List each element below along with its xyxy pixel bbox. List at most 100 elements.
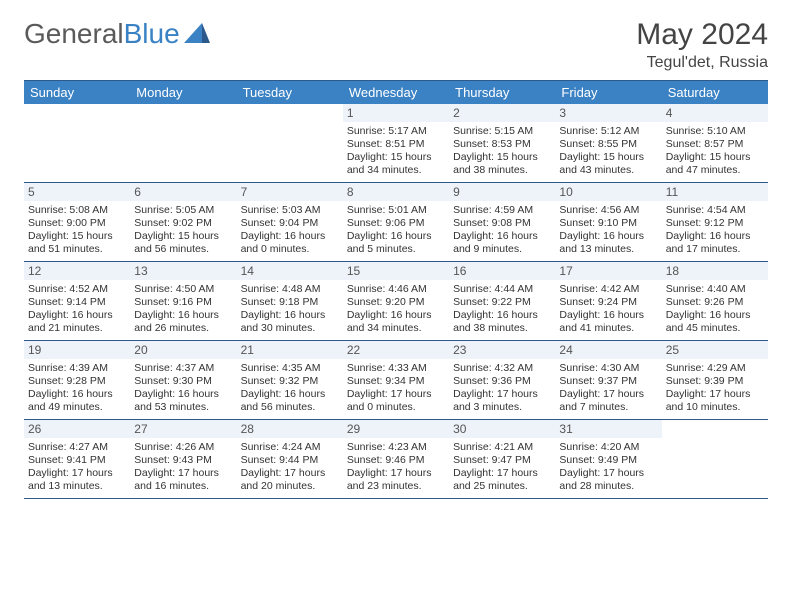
day-cell: 10Sunrise: 4:56 AMSunset: 9:10 PMDayligh… xyxy=(555,183,661,261)
sunrise-text: Sunrise: 4:59 AM xyxy=(453,204,551,217)
daynum-row: 29 xyxy=(343,420,449,438)
sunrise-text: Sunrise: 4:40 AM xyxy=(666,283,764,296)
daynum-row: 19 xyxy=(24,341,130,359)
sunset-text: Sunset: 9:22 PM xyxy=(453,296,551,309)
daylight-text: Daylight: 17 hours and 10 minutes. xyxy=(666,388,764,414)
daynum-row: 16 xyxy=(449,262,555,280)
dow-wednesday: Wednesday xyxy=(343,81,449,104)
day-cell: 6 Sunrise: 5:05 AMSunset: 9:02 PMDaylight… xyxy=(130,183,236,261)
day-number: 5 xyxy=(28,185,35,199)
day-number: 11 xyxy=(666,185,678,199)
day-cell: 18Sunrise: 4:40 AMSunset: 9:26 PMDayligh… xyxy=(662,262,768,340)
daynum-row: 21 xyxy=(237,341,343,359)
day-cell: 24Sunrise: 4:30 AMSunset: 9:37 PMDayligh… xyxy=(555,341,661,419)
sunrise-text: Sunrise: 4:30 AM xyxy=(559,362,657,375)
day-cell: 2Sunrise: 5:15 AMSunset: 8:53 PMDaylight… xyxy=(449,104,555,182)
day-number: 3 xyxy=(559,106,566,120)
day-number: 25 xyxy=(666,343,679,357)
day-number: 30 xyxy=(453,422,466,436)
empty-cell xyxy=(24,104,130,182)
sunset-text: Sunset: 9:46 PM xyxy=(347,454,445,467)
day-cell: 15Sunrise: 4:46 AMSunset: 9:20 PMDayligh… xyxy=(343,262,449,340)
daylight-text: Daylight: 15 hours and 51 minutes. xyxy=(28,230,126,256)
location: Tegul'det, Russia xyxy=(636,54,768,72)
day-number: 16 xyxy=(453,264,466,278)
day-number: 15 xyxy=(347,264,360,278)
daynum-row: 20 xyxy=(130,341,236,359)
sunset-text: Sunset: 9:10 PM xyxy=(559,217,657,230)
daylight-text: Daylight: 16 hours and 38 minutes. xyxy=(453,309,551,335)
daylight-text: Daylight: 17 hours and 20 minutes. xyxy=(241,467,339,493)
sunrise-text: Sunrise: 4:33 AM xyxy=(347,362,445,375)
daylight-text: Daylight: 16 hours and 9 minutes. xyxy=(453,230,551,256)
dow-sunday: Sunday xyxy=(24,81,130,104)
daynum-row: 25 xyxy=(662,341,768,359)
daylight-text: Daylight: 17 hours and 16 minutes. xyxy=(134,467,232,493)
empty-cell xyxy=(237,104,343,182)
day-number: 7 xyxy=(241,185,248,199)
day-cell: 30Sunrise: 4:21 AMSunset: 9:47 PMDayligh… xyxy=(449,420,555,498)
day-cell: 23Sunrise: 4:32 AMSunset: 9:36 PMDayligh… xyxy=(449,341,555,419)
daynum-row: 7 xyxy=(237,183,343,201)
day-cell: 7Sunrise: 5:03 AMSunset: 9:04 PMDaylight… xyxy=(237,183,343,261)
sunrise-text: Sunrise: 4:44 AM xyxy=(453,283,551,296)
day-cell: 3Sunrise: 5:12 AMSunset: 8:55 PMDaylight… xyxy=(555,104,661,182)
sunset-text: Sunset: 9:12 PM xyxy=(666,217,764,230)
daynum-row: 15 xyxy=(343,262,449,280)
sunset-text: Sunset: 9:44 PM xyxy=(241,454,339,467)
day-number: 4 xyxy=(666,106,673,120)
daylight-text: Daylight: 15 hours and 56 minutes. xyxy=(134,230,232,256)
sunrise-text: Sunrise: 4:21 AM xyxy=(453,441,551,454)
daylight-text: Daylight: 16 hours and 5 minutes. xyxy=(347,230,445,256)
daylight-text: Daylight: 17 hours and 23 minutes. xyxy=(347,467,445,493)
daylight-text: Daylight: 16 hours and 21 minutes. xyxy=(28,309,126,335)
day-number: 14 xyxy=(241,264,254,278)
daylight-text: Daylight: 15 hours and 34 minutes. xyxy=(347,151,445,177)
day-number: 23 xyxy=(453,343,466,357)
daylight-text: Daylight: 17 hours and 3 minutes. xyxy=(453,388,551,414)
day-number: 1 xyxy=(347,106,354,120)
logo-text-1: General xyxy=(24,18,124,50)
daynum-row: 8 xyxy=(343,183,449,201)
dow-tuesday: Tuesday xyxy=(237,81,343,104)
day-cell: 27Sunrise: 4:26 AMSunset: 9:43 PMDayligh… xyxy=(130,420,236,498)
daylight-text: Daylight: 16 hours and 41 minutes. xyxy=(559,309,657,335)
logo-triangle-icon xyxy=(184,18,210,50)
day-cell: 1Sunrise: 5:17 AMSunset: 8:51 PMDaylight… xyxy=(343,104,449,182)
sunset-text: Sunset: 9:32 PM xyxy=(241,375,339,388)
dow-thursday: Thursday xyxy=(449,81,555,104)
daylight-text: Daylight: 16 hours and 26 minutes. xyxy=(134,309,232,335)
sunrise-text: Sunrise: 5:05 AM xyxy=(134,204,232,217)
daylight-text: Daylight: 17 hours and 25 minutes. xyxy=(453,467,551,493)
sunset-text: Sunset: 9:36 PM xyxy=(453,375,551,388)
day-number: 18 xyxy=(666,264,679,278)
day-cell: 16 Sunrise: 4:44 AMSunset: 9:22 PMDayligh… xyxy=(449,262,555,340)
sunrise-text: Sunrise: 5:01 AM xyxy=(347,204,445,217)
daynum-row: 6 xyxy=(130,183,236,201)
day-cell: 4Sunrise: 5:10 AMSunset: 8:57 PMDaylight… xyxy=(662,104,768,182)
dow-monday: Monday xyxy=(130,81,236,104)
sunset-text: Sunset: 9:28 PM xyxy=(28,375,126,388)
daynum-row: 12 xyxy=(24,262,130,280)
sunrise-text: Sunrise: 4:26 AM xyxy=(134,441,232,454)
sunrise-text: Sunrise: 5:15 AM xyxy=(453,125,551,138)
daylight-text: Daylight: 17 hours and 13 minutes. xyxy=(28,467,126,493)
day-cell: 22Sunrise: 4:33 AMSunset: 9:34 PMDayligh… xyxy=(343,341,449,419)
daylight-text: Daylight: 16 hours and 13 minutes. xyxy=(559,230,657,256)
sunrise-text: Sunrise: 4:37 AM xyxy=(134,362,232,375)
sunrise-text: Sunrise: 4:54 AM xyxy=(666,204,764,217)
week-row: 19Sunrise: 4:39 AMSunset: 9:28 PMDayligh… xyxy=(24,341,768,420)
daynum-row: 24 xyxy=(555,341,661,359)
sunset-text: Sunset: 9:02 PM xyxy=(134,217,232,230)
week-row: 12Sunrise: 4:52 AMSunset: 9:14 PMDayligh… xyxy=(24,262,768,341)
daynum-row: 22 xyxy=(343,341,449,359)
sunrise-text: Sunrise: 5:03 AM xyxy=(241,204,339,217)
daynum-row: 5 xyxy=(24,183,130,201)
sunset-text: Sunset: 9:49 PM xyxy=(559,454,657,467)
day-cell: 21Sunrise: 4:35 AMSunset: 9:32 PMDayligh… xyxy=(237,341,343,419)
daylight-text: Daylight: 16 hours and 56 minutes. xyxy=(241,388,339,414)
day-cell: 19Sunrise: 4:39 AMSunset: 9:28 PMDayligh… xyxy=(24,341,130,419)
sunrise-text: Sunrise: 4:27 AM xyxy=(28,441,126,454)
sunrise-text: Sunrise: 5:10 AM xyxy=(666,125,764,138)
daylight-text: Daylight: 16 hours and 45 minutes. xyxy=(666,309,764,335)
